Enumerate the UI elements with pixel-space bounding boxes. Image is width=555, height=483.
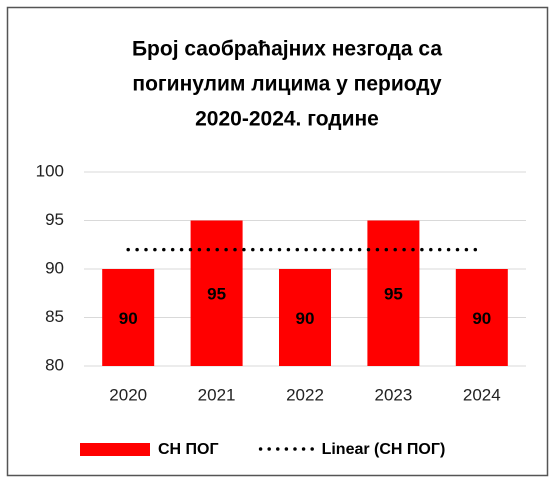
bar (102, 269, 155, 366)
legend-label: СН ПОГ (158, 441, 219, 458)
x-tick-label: 2023 (374, 385, 412, 404)
bar (279, 269, 331, 366)
data-label: 95 (207, 285, 226, 304)
y-tick-label: 100 (36, 161, 64, 180)
y-tick-label: 90 (45, 258, 64, 277)
x-tick-label: 2020 (109, 385, 147, 404)
y-tick-label: 85 (45, 307, 64, 326)
data-label: 90 (119, 309, 138, 328)
chart-border (6, 6, 549, 477)
chart-title: 2020-2024. године (195, 108, 379, 131)
x-tick-label: 2022 (286, 385, 324, 404)
data-label: 90 (296, 309, 315, 328)
y-tick-label: 95 (45, 210, 64, 229)
data-label: 95 (384, 285, 403, 304)
data-label: 90 (472, 309, 491, 328)
y-tick-label: 80 (45, 355, 64, 374)
x-tick-label: 2021 (198, 385, 236, 404)
bar (367, 220, 420, 366)
chart-title: Број саобраћајних незгода са (132, 38, 442, 61)
bar (190, 220, 243, 366)
chart-title: погинулим лицима у периоду (132, 73, 441, 96)
legend-swatch (80, 443, 150, 456)
bar (455, 269, 508, 366)
x-tick-label: 2024 (463, 385, 501, 404)
legend-label: Linear (СН ПОГ) (322, 441, 446, 458)
